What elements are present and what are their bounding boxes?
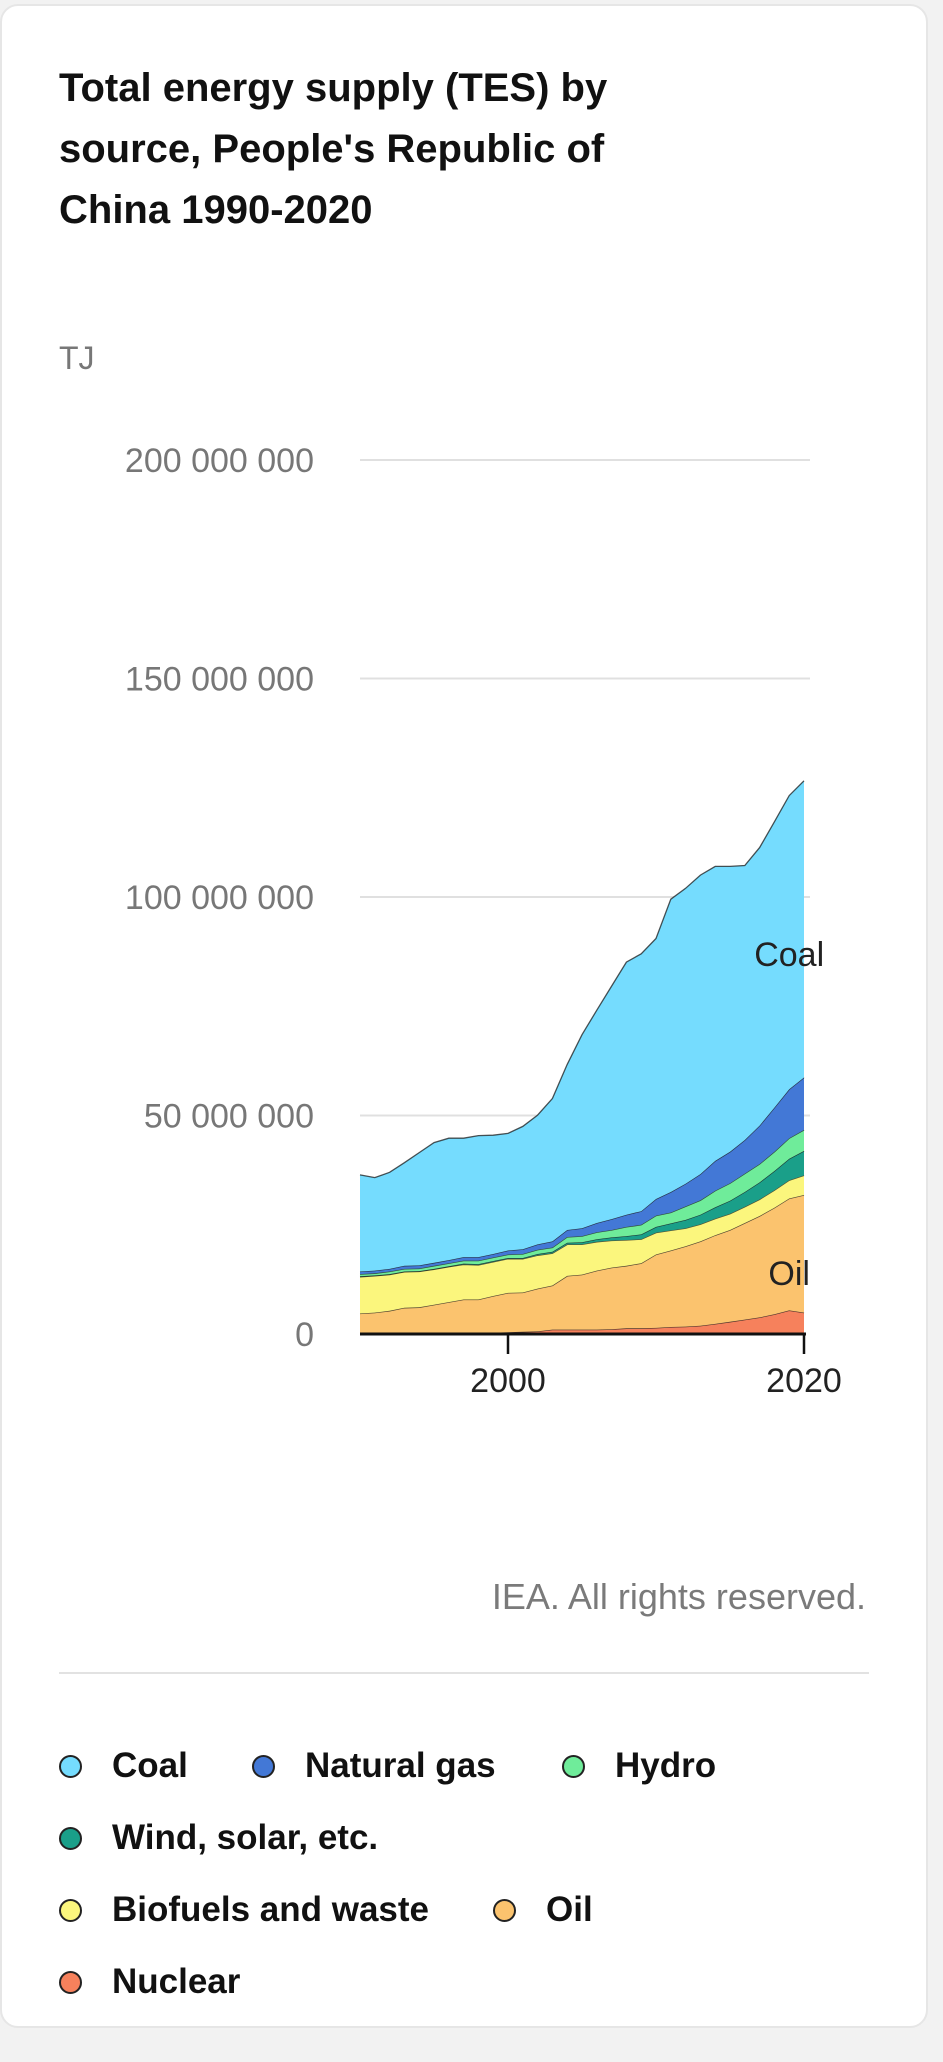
legend-item-hydro[interactable]: Hydro <box>562 1746 716 1786</box>
area-natural-gas[interactable] <box>360 1077 804 1275</box>
chart-area: TJ 0 50 000 000 100 000 000 150 000 000 200 0… <box>59 340 842 1400</box>
legend-item-coal[interactable]: Coal <box>59 1746 188 1786</box>
annotation-oil: Oil <box>768 1255 810 1293</box>
area-oil[interactable] <box>360 1195 804 1334</box>
legend-swatch-coal <box>59 1754 82 1778</box>
legend-swatch-hydro <box>562 1754 585 1778</box>
y-tick-label: 100 000 000 <box>125 879 314 917</box>
legend-label-hydro: Hydro <box>615 1746 717 1785</box>
annotation-coal: Coal <box>754 936 824 974</box>
area-wind-solar-etc[interactable] <box>360 1150 804 1277</box>
legend-swatch-natural-gas <box>252 1754 275 1778</box>
legend-item-biofuels[interactable]: Biofuels and waste <box>59 1890 429 1930</box>
copyright-note: IEA. All rights reserved. <box>491 1576 866 1617</box>
area-nuclear[interactable] <box>360 1310 804 1334</box>
legend-label-biofuels: Biofuels and waste <box>112 1890 430 1929</box>
area-coal[interactable] <box>360 780 804 1272</box>
legend-swatch-oil <box>493 1898 516 1922</box>
legend-label-coal: Coal <box>112 1746 188 1785</box>
y-unit-label: TJ <box>59 340 95 376</box>
legend-swatch-biofuels <box>59 1898 82 1922</box>
legend-label-natural-gas: Natural gas <box>305 1746 496 1785</box>
legend-item-nuclear[interactable]: Nuclear <box>59 1962 240 2002</box>
area-edge-coal <box>359 780 805 1179</box>
legend-swatch-nuclear <box>59 1970 82 1994</box>
stacked-areas <box>359 780 805 1335</box>
legend-label-nuclear: Nuclear <box>112 1962 241 2001</box>
legend-swatch-wind-solar <box>59 1826 82 1850</box>
axis-labels: TJ 0 50 000 000 100 000 000 150 000 000 200 0… <box>59 340 842 1400</box>
x-tick-label: 2000 <box>470 1362 546 1400</box>
axes <box>360 1332 806 1354</box>
y-tick-label: 200 000 000 <box>125 442 314 480</box>
legend-label-oil: Oil <box>546 1890 593 1929</box>
legend-item-oil[interactable]: Oil <box>493 1890 593 1930</box>
y-tick-label: 0 <box>295 1316 314 1354</box>
legend-label-wind-solar: Wind, solar, etc. <box>112 1818 379 1857</box>
y-tick-label: 150 000 000 <box>125 661 314 699</box>
chart-card: Total energy supply (TES) by source, Peo… <box>0 4 928 2028</box>
x-tick-label: 2020 <box>766 1362 842 1400</box>
legend-item-wind-solar[interactable]: Wind, solar, etc. <box>59 1818 378 1858</box>
legend-divider <box>59 1672 869 1674</box>
chart-title: Total energy supply (TES) by source, Peo… <box>59 66 608 232</box>
area-hydro[interactable] <box>360 1129 804 1277</box>
y-tick-label: 50 000 000 <box>144 1098 314 1136</box>
legend-item-natural-gas[interactable]: Natural gas <box>252 1746 496 1786</box>
